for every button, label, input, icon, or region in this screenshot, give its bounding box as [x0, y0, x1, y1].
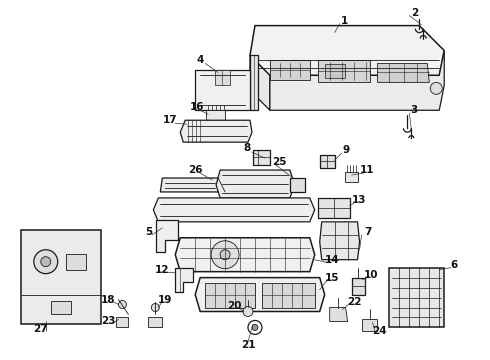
Polygon shape — [216, 170, 295, 198]
Text: 2: 2 — [411, 8, 418, 18]
Polygon shape — [21, 230, 100, 324]
Polygon shape — [344, 172, 358, 182]
Polygon shape — [377, 63, 429, 82]
Polygon shape — [319, 222, 360, 260]
Circle shape — [41, 257, 51, 267]
Polygon shape — [206, 110, 225, 120]
Bar — [51, 301, 71, 315]
Circle shape — [243, 306, 253, 316]
Polygon shape — [318, 60, 369, 82]
Polygon shape — [250, 55, 258, 110]
Text: 25: 25 — [272, 157, 287, 167]
Text: 6: 6 — [451, 260, 458, 270]
Text: 15: 15 — [324, 273, 339, 283]
Circle shape — [430, 82, 442, 94]
Polygon shape — [175, 268, 193, 292]
Polygon shape — [352, 278, 365, 294]
Text: 21: 21 — [241, 340, 255, 350]
Polygon shape — [325, 64, 344, 78]
Polygon shape — [253, 150, 270, 165]
Polygon shape — [270, 50, 444, 110]
Text: 1: 1 — [341, 15, 348, 26]
Text: 5: 5 — [145, 227, 152, 237]
Circle shape — [211, 241, 239, 269]
Polygon shape — [262, 283, 315, 307]
Text: 14: 14 — [324, 255, 339, 265]
Circle shape — [119, 301, 126, 309]
Text: 12: 12 — [155, 265, 170, 275]
Polygon shape — [250, 26, 444, 75]
Text: 20: 20 — [227, 301, 241, 311]
Polygon shape — [270, 60, 310, 80]
Polygon shape — [180, 120, 252, 142]
Polygon shape — [250, 55, 270, 110]
Text: 19: 19 — [158, 294, 172, 305]
Polygon shape — [175, 238, 315, 272]
Text: 4: 4 — [196, 55, 204, 66]
Text: 22: 22 — [347, 297, 362, 306]
Polygon shape — [205, 283, 255, 307]
Polygon shape — [290, 178, 305, 192]
Polygon shape — [390, 268, 444, 328]
Text: 8: 8 — [244, 143, 250, 153]
Polygon shape — [319, 155, 335, 168]
Polygon shape — [156, 220, 178, 252]
Text: 27: 27 — [33, 324, 48, 334]
Text: 23: 23 — [101, 316, 116, 327]
Text: 11: 11 — [360, 165, 375, 175]
Text: 18: 18 — [101, 294, 116, 305]
Text: 9: 9 — [342, 145, 349, 155]
Polygon shape — [362, 319, 377, 332]
Text: 3: 3 — [411, 105, 418, 115]
Polygon shape — [116, 318, 128, 328]
Text: 16: 16 — [190, 102, 204, 112]
Text: 17: 17 — [163, 115, 177, 125]
Polygon shape — [318, 198, 349, 218]
Polygon shape — [160, 178, 220, 192]
Circle shape — [252, 324, 258, 330]
Polygon shape — [215, 71, 230, 85]
Text: 26: 26 — [188, 165, 202, 175]
Bar — [66, 254, 86, 270]
Circle shape — [220, 250, 230, 260]
Polygon shape — [330, 307, 347, 321]
Text: 13: 13 — [352, 195, 367, 205]
Polygon shape — [195, 71, 250, 110]
Polygon shape — [148, 318, 162, 328]
Circle shape — [34, 250, 58, 274]
Text: 7: 7 — [364, 227, 371, 237]
Text: 24: 24 — [372, 327, 387, 336]
Circle shape — [151, 303, 159, 311]
Polygon shape — [195, 278, 325, 311]
Polygon shape — [153, 198, 315, 222]
Text: 10: 10 — [364, 270, 379, 280]
